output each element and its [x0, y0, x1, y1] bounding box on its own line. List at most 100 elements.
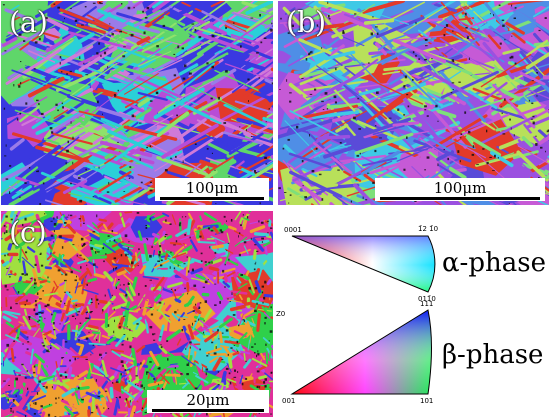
- boundary-speck: [267, 232, 269, 234]
- lath: [165, 95, 222, 125]
- side-mark: Z0: [276, 310, 286, 318]
- lath: [1, 31, 42, 56]
- boundary-speck: [57, 6, 60, 9]
- boundary-speck: [121, 343, 124, 346]
- boundary-speck: [144, 411, 147, 414]
- boundary-speck: [38, 312, 42, 313]
- boundary-speck: [261, 285, 264, 288]
- boundary-speck: [36, 292, 39, 295]
- boundary-speck: [412, 51, 415, 54]
- boundary-speck: [218, 338, 220, 340]
- boundary-speck: [78, 218, 81, 220]
- boundary-speck: [183, 319, 186, 320]
- boundary-speck: [107, 235, 110, 237]
- lath: [28, 41, 47, 51]
- lath: [111, 51, 125, 61]
- lath: [478, 1, 513, 18]
- lath: [125, 125, 168, 153]
- boundary-speck: [20, 81, 22, 85]
- lath: [73, 146, 124, 166]
- lath: [177, 128, 225, 152]
- lath: [120, 242, 135, 248]
- boundary-speck: [221, 359, 224, 361]
- boundary-speck: [100, 54, 102, 57]
- lath: [517, 105, 545, 117]
- lath: [467, 90, 498, 109]
- boundary-speck: [250, 17, 254, 19]
- lath: [18, 212, 35, 221]
- panel-label-c: (c): [9, 215, 47, 249]
- lath: [66, 397, 74, 407]
- boundary-speck: [514, 7, 517, 9]
- boundary-speck: [15, 377, 18, 381]
- boundary-speck: [225, 26, 227, 29]
- lath: [23, 308, 28, 316]
- lath: [298, 38, 332, 55]
- lath: [243, 358, 252, 369]
- boundary-speck: [49, 403, 50, 406]
- lath: [152, 232, 160, 239]
- lath: [377, 38, 395, 51]
- lath: [176, 118, 207, 140]
- boundary-speck: [406, 93, 409, 96]
- lath: [50, 1, 63, 8]
- lath: [5, 16, 49, 42]
- boundary-speck: [59, 56, 62, 59]
- boundary-speck: [34, 402, 37, 405]
- boundary-speck: [309, 134, 310, 137]
- lath: [410, 8, 427, 17]
- boundary-speck: [7, 253, 9, 256]
- boundary-speck: [284, 192, 287, 193]
- lath: [154, 294, 162, 302]
- boundary-speck: [291, 24, 294, 27]
- lath: [176, 216, 191, 223]
- lath: [375, 16, 425, 39]
- boundary-speck: [229, 381, 232, 385]
- boundary-speck: [59, 61, 61, 65]
- lath: [149, 350, 160, 367]
- lath: [27, 314, 41, 322]
- boundary-speck: [199, 235, 202, 238]
- lath: [6, 180, 30, 198]
- boundary-speck: [153, 378, 155, 380]
- lath: [157, 300, 165, 313]
- boundary-speck: [264, 385, 266, 388]
- lath: [88, 324, 99, 330]
- boundary-speck: [39, 253, 42, 255]
- boundary-speck: [142, 10, 144, 13]
- boundary-speck: [173, 105, 176, 107]
- lath: [65, 32, 95, 51]
- lath: [14, 126, 67, 161]
- boundary-speck: [437, 120, 439, 122]
- boundary-speck: [186, 363, 189, 366]
- lath: [87, 67, 135, 87]
- boundary-speck: [501, 19, 505, 22]
- boundary-speck: [264, 385, 267, 388]
- lath: [113, 399, 120, 416]
- boundary-speck: [70, 121, 72, 124]
- lath: [194, 26, 242, 43]
- boundary-speck: [77, 177, 81, 179]
- boundary-speck: [256, 52, 259, 54]
- lath: [93, 272, 106, 279]
- lath: [335, 123, 349, 133]
- lath: [366, 102, 388, 120]
- boundary-speck: [250, 237, 252, 240]
- boundary-speck: [185, 348, 187, 350]
- lath: [164, 313, 170, 318]
- lath: [183, 160, 205, 178]
- boundary-speck: [245, 377, 248, 380]
- boundary-speck: [509, 56, 512, 59]
- boundary-speck: [61, 246, 64, 249]
- boundary-speck: [74, 19, 78, 22]
- lath: [94, 243, 104, 248]
- boundary-speck: [424, 39, 428, 41]
- boundary-speck: [96, 52, 99, 55]
- boundary-speck: [243, 241, 247, 244]
- boundary-speck: [25, 102, 28, 105]
- lath: [222, 411, 226, 417]
- lath: [505, 21, 525, 35]
- boundary-speck: [26, 348, 29, 350]
- lath: [519, 71, 546, 86]
- lath: [202, 273, 214, 285]
